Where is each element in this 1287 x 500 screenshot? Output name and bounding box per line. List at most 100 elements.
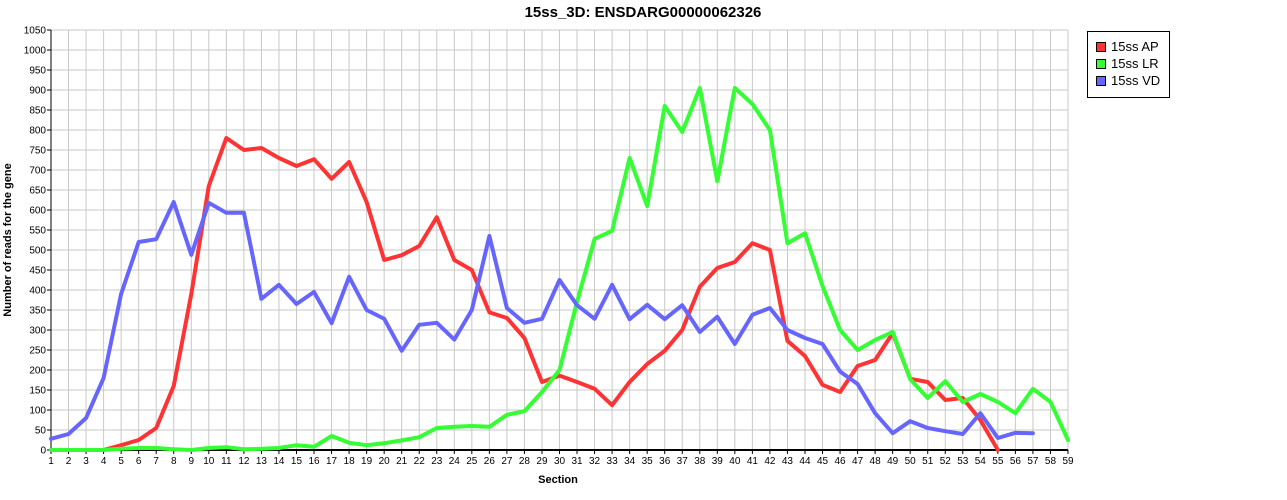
y-axis-label: Number of reads for the gene — [2, 163, 14, 316]
x-tick-label: 35 — [642, 456, 654, 467]
x-tick-label: 50 — [905, 456, 917, 467]
y-tick-label: 300 — [29, 326, 46, 337]
x-tick-label: 54 — [975, 456, 987, 467]
x-tick-label: 26 — [484, 456, 496, 467]
x-tick-label: 11 — [221, 456, 232, 467]
x-tick-label: 23 — [431, 456, 443, 467]
axes: 0501001502002503003504004505005506006507… — [24, 26, 1074, 468]
x-tick-label: 57 — [1027, 456, 1039, 467]
y-tick-label: 200 — [29, 366, 46, 377]
legend-item-ap: 15ss AP — [1096, 39, 1159, 55]
legend-swatch-vd — [1096, 76, 1106, 86]
y-tick-label: 650 — [29, 186, 46, 197]
x-tick-label: 24 — [449, 456, 461, 467]
x-tick-label: 15 — [291, 456, 303, 467]
x-tick-label: 56 — [1010, 456, 1022, 467]
x-tick-label: 42 — [764, 456, 776, 467]
x-tick-label: 51 — [922, 456, 934, 467]
x-tick-label: 39 — [712, 456, 724, 467]
y-tick-label: 550 — [29, 226, 46, 237]
y-tick-label: 1050 — [24, 26, 47, 37]
x-tick-label: 45 — [817, 456, 829, 467]
y-tick-label: 900 — [29, 86, 46, 97]
y-tick-label: 150 — [29, 386, 46, 397]
x-tick-label: 48 — [870, 456, 882, 467]
legend-item-lr: 15ss LR — [1096, 56, 1159, 72]
x-tick-label: 41 — [747, 456, 759, 467]
x-tick-label: 14 — [273, 456, 285, 467]
legend-swatch-lr — [1096, 59, 1106, 69]
y-tick-label: 250 — [29, 346, 46, 357]
y-tick-label: 500 — [29, 246, 46, 257]
x-tick-label: 32 — [589, 456, 601, 467]
y-tick-label: 1000 — [24, 46, 47, 57]
x-tick-label: 2 — [66, 456, 72, 467]
x-tick-label: 17 — [326, 456, 338, 467]
x-tick-label: 21 — [396, 456, 408, 467]
x-tick-label: 40 — [729, 456, 741, 467]
x-tick-label: 43 — [782, 456, 794, 467]
x-tick-label: 28 — [519, 456, 531, 467]
x-tick-label: 19 — [361, 456, 373, 467]
x-tick-label: 33 — [607, 456, 619, 467]
x-tick-label: 47 — [852, 456, 864, 467]
y-tick-label: 850 — [29, 106, 46, 117]
x-tick-label: 3 — [83, 456, 89, 467]
x-tick-label: 27 — [501, 456, 513, 467]
legend-label-lr: 15ss LR — [1111, 56, 1159, 71]
x-tick-label: 55 — [992, 456, 1004, 467]
x-tick-label: 5 — [118, 456, 124, 467]
y-tick-label: 450 — [29, 266, 46, 277]
x-tick-label: 46 — [834, 456, 846, 467]
series-line-15ss-ap — [49, 136, 1000, 452]
x-tick-label: 8 — [171, 456, 177, 467]
y-tick-label: 800 — [29, 126, 46, 137]
x-tick-label: 12 — [238, 456, 250, 467]
x-tick-label: 44 — [799, 456, 811, 467]
x-tick-label: 37 — [677, 456, 689, 467]
y-tick-label: 400 — [29, 286, 46, 297]
series-line-15ss-lr — [49, 86, 1070, 452]
legend-label-vd: 15ss VD — [1111, 73, 1161, 88]
x-tick-label: 49 — [887, 456, 899, 467]
y-tick-label: 950 — [29, 66, 46, 77]
x-tick-label: 22 — [414, 456, 426, 467]
x-tick-label: 13 — [256, 456, 268, 467]
x-tick-label: 18 — [344, 456, 356, 467]
chart-title: 15ss_3D: ENSDARG00000062326 — [525, 4, 762, 21]
x-tick-label: 59 — [1062, 456, 1074, 467]
x-tick-label: 16 — [308, 456, 320, 467]
x-tick-label: 52 — [940, 456, 952, 467]
x-axis-label: Section — [538, 474, 578, 486]
x-tick-label: 53 — [957, 456, 969, 467]
legend-item-vd: 15ss VD — [1096, 73, 1160, 89]
x-tick-label: 29 — [536, 456, 548, 467]
y-tick-label: 50 — [35, 426, 47, 437]
legend: 15ss AP 15ss LR 15ss VD — [1087, 31, 1170, 98]
x-tick-label: 25 — [466, 456, 478, 467]
y-tick-label: 750 — [29, 146, 46, 157]
y-tick-label: 700 — [29, 166, 46, 177]
x-tick-label: 31 — [571, 456, 583, 467]
legend-swatch-ap — [1096, 42, 1106, 52]
y-tick-label: 350 — [29, 306, 46, 317]
x-tick-label: 58 — [1045, 456, 1057, 467]
x-tick-label: 36 — [659, 456, 671, 467]
series-line-15ss-vd — [49, 200, 1035, 441]
x-tick-label: 38 — [694, 456, 706, 467]
series-lines — [49, 86, 1070, 452]
y-tick-label: 100 — [29, 406, 46, 417]
x-tick-label: 4 — [101, 456, 107, 467]
x-tick-label: 20 — [379, 456, 391, 467]
x-tick-label: 34 — [624, 456, 636, 467]
x-tick-label: 7 — [153, 456, 159, 467]
x-tick-label: 9 — [188, 456, 194, 467]
legend-label-ap: 15ss AP — [1111, 39, 1159, 54]
x-tick-label: 10 — [203, 456, 215, 467]
y-tick-label: 0 — [40, 446, 46, 457]
x-tick-label: 1 — [48, 456, 54, 467]
x-tick-label: 6 — [136, 456, 142, 467]
grid — [50, 29, 1069, 451]
